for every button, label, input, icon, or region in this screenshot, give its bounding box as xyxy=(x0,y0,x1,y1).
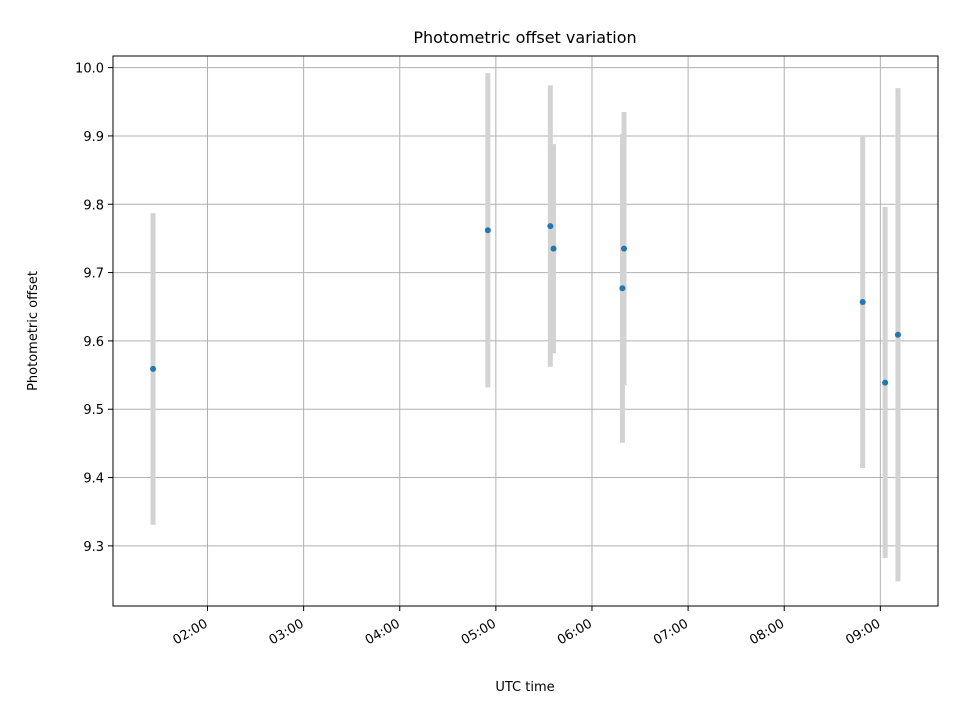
y-axis-label: Photometric offset xyxy=(26,271,41,391)
x-axis-label: UTC time xyxy=(495,680,554,695)
plot-frame xyxy=(112,55,939,607)
y-axis: 9.3 9.4 9.5 9.6 9.7 9.8 9.9 10.0 xyxy=(75,62,113,555)
y-tick-label: 9.3 xyxy=(83,540,104,555)
data-points xyxy=(150,223,901,386)
grid xyxy=(113,56,938,606)
data-point xyxy=(547,223,554,230)
data-point xyxy=(894,331,901,338)
y-tick-label: 9.7 xyxy=(83,267,104,282)
data-point xyxy=(621,245,628,252)
data-point xyxy=(150,365,157,372)
y-tick-label: 10.0 xyxy=(75,62,104,77)
y-tick-label: 9.6 xyxy=(83,335,104,350)
data-point xyxy=(859,298,866,305)
data-point xyxy=(882,379,889,386)
chart-title: Photometric offset variation xyxy=(413,28,636,47)
data-point xyxy=(550,245,557,252)
data-point xyxy=(619,285,626,292)
y-tick-label: 9.5 xyxy=(83,403,104,418)
y-tick-label: 9.8 xyxy=(83,198,104,213)
data-point xyxy=(484,227,491,234)
y-tick-label: 9.4 xyxy=(83,472,104,487)
y-tick-label: 9.9 xyxy=(83,130,104,145)
